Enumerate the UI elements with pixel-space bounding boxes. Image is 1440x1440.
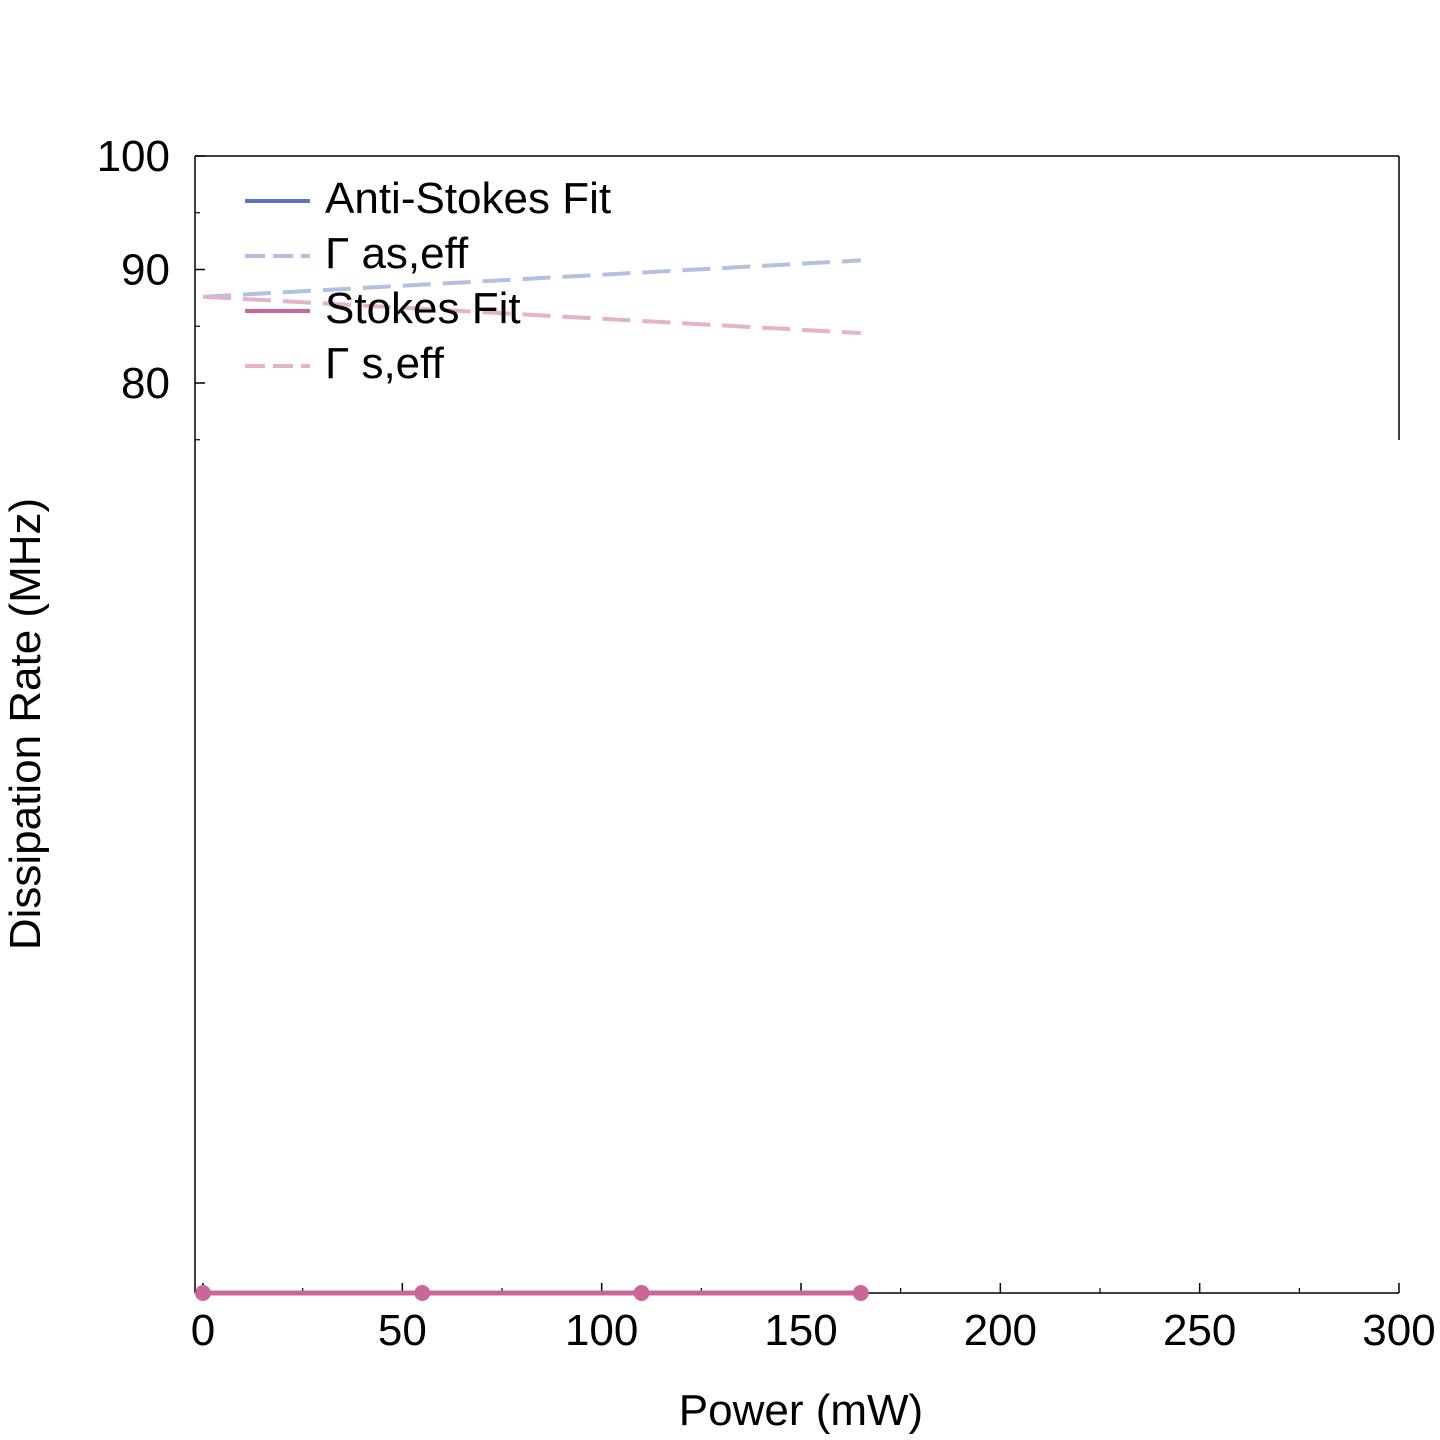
legend-label: Anti-Stokes Fit — [325, 174, 611, 223]
series-marker — [414, 1285, 431, 1301]
axes: 0 50 100 150 200 250 300 80 90 100 — [97, 132, 1436, 1355]
y-tick-label: 100 — [97, 132, 170, 181]
x-tick-label: 300 — [1362, 1306, 1435, 1355]
series-line-1 — [202, 258, 861, 299]
y-tick-label: 80 — [121, 359, 170, 408]
series-marker — [195, 1285, 211, 1301]
series-marker — [633, 1285, 650, 1301]
x-tick-label: 100 — [565, 1306, 638, 1355]
y-axis-label: Dissipation Rate (MHz) — [1, 498, 50, 950]
series-marker — [852, 1285, 869, 1301]
series-line-3 — [202, 294, 861, 336]
legend-label: Γ as,eff — [325, 229, 469, 278]
x-axis-label: Power (mW) — [679, 1386, 923, 1435]
x-tick-label: 0 — [191, 1306, 215, 1355]
x-tick-label: 150 — [764, 1306, 837, 1355]
x-tick-label: 250 — [1163, 1306, 1236, 1355]
legend: Anti-Stokes Fit Γ as,eff Stokes Fit Γ s,eff — [245, 174, 611, 388]
y-tick-label: 90 — [121, 246, 170, 295]
series-layer — [195, 258, 869, 1301]
legend-label: Γ s,eff — [325, 339, 445, 388]
legend-label: Stokes Fit — [325, 284, 521, 333]
x-tick-label: 200 — [964, 1306, 1037, 1355]
x-tick-label: 50 — [378, 1306, 427, 1355]
